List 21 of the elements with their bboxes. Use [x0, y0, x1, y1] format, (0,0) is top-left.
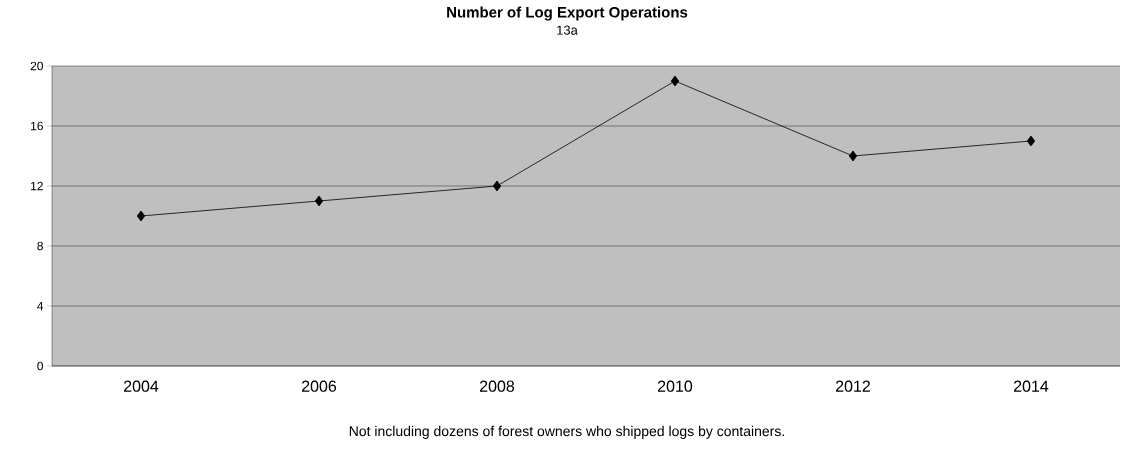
x-tick-label: 2010 [657, 380, 693, 392]
x-tick-label: 2014 [1013, 380, 1049, 392]
point [492, 180, 502, 192]
y-tick-label: 0 [37, 361, 44, 371]
point [670, 75, 680, 87]
point [136, 210, 146, 222]
y-tick-label: 12 [31, 181, 43, 191]
point [1026, 135, 1036, 147]
x-tick-label: 2004 [124, 380, 159, 392]
x-tick-label: 2012 [835, 380, 870, 392]
point [314, 195, 324, 207]
point [848, 150, 858, 162]
y-tick-label: 4 [37, 301, 44, 311]
y-tick-label: 20 [30, 61, 44, 71]
y-tick-label: 8 [37, 241, 43, 251]
x-tick-label: 2008 [480, 380, 515, 392]
text: Not including dozens of forest owners who shipped logs by containers. [349, 425, 784, 439]
chart-subtitle: 13a [557, 25, 578, 35]
y-tick-label: 16 [31, 121, 43, 131]
chart-title: Number of Log Export Operations [447, 6, 688, 21]
x-tick-label: 2006 [302, 380, 337, 392]
